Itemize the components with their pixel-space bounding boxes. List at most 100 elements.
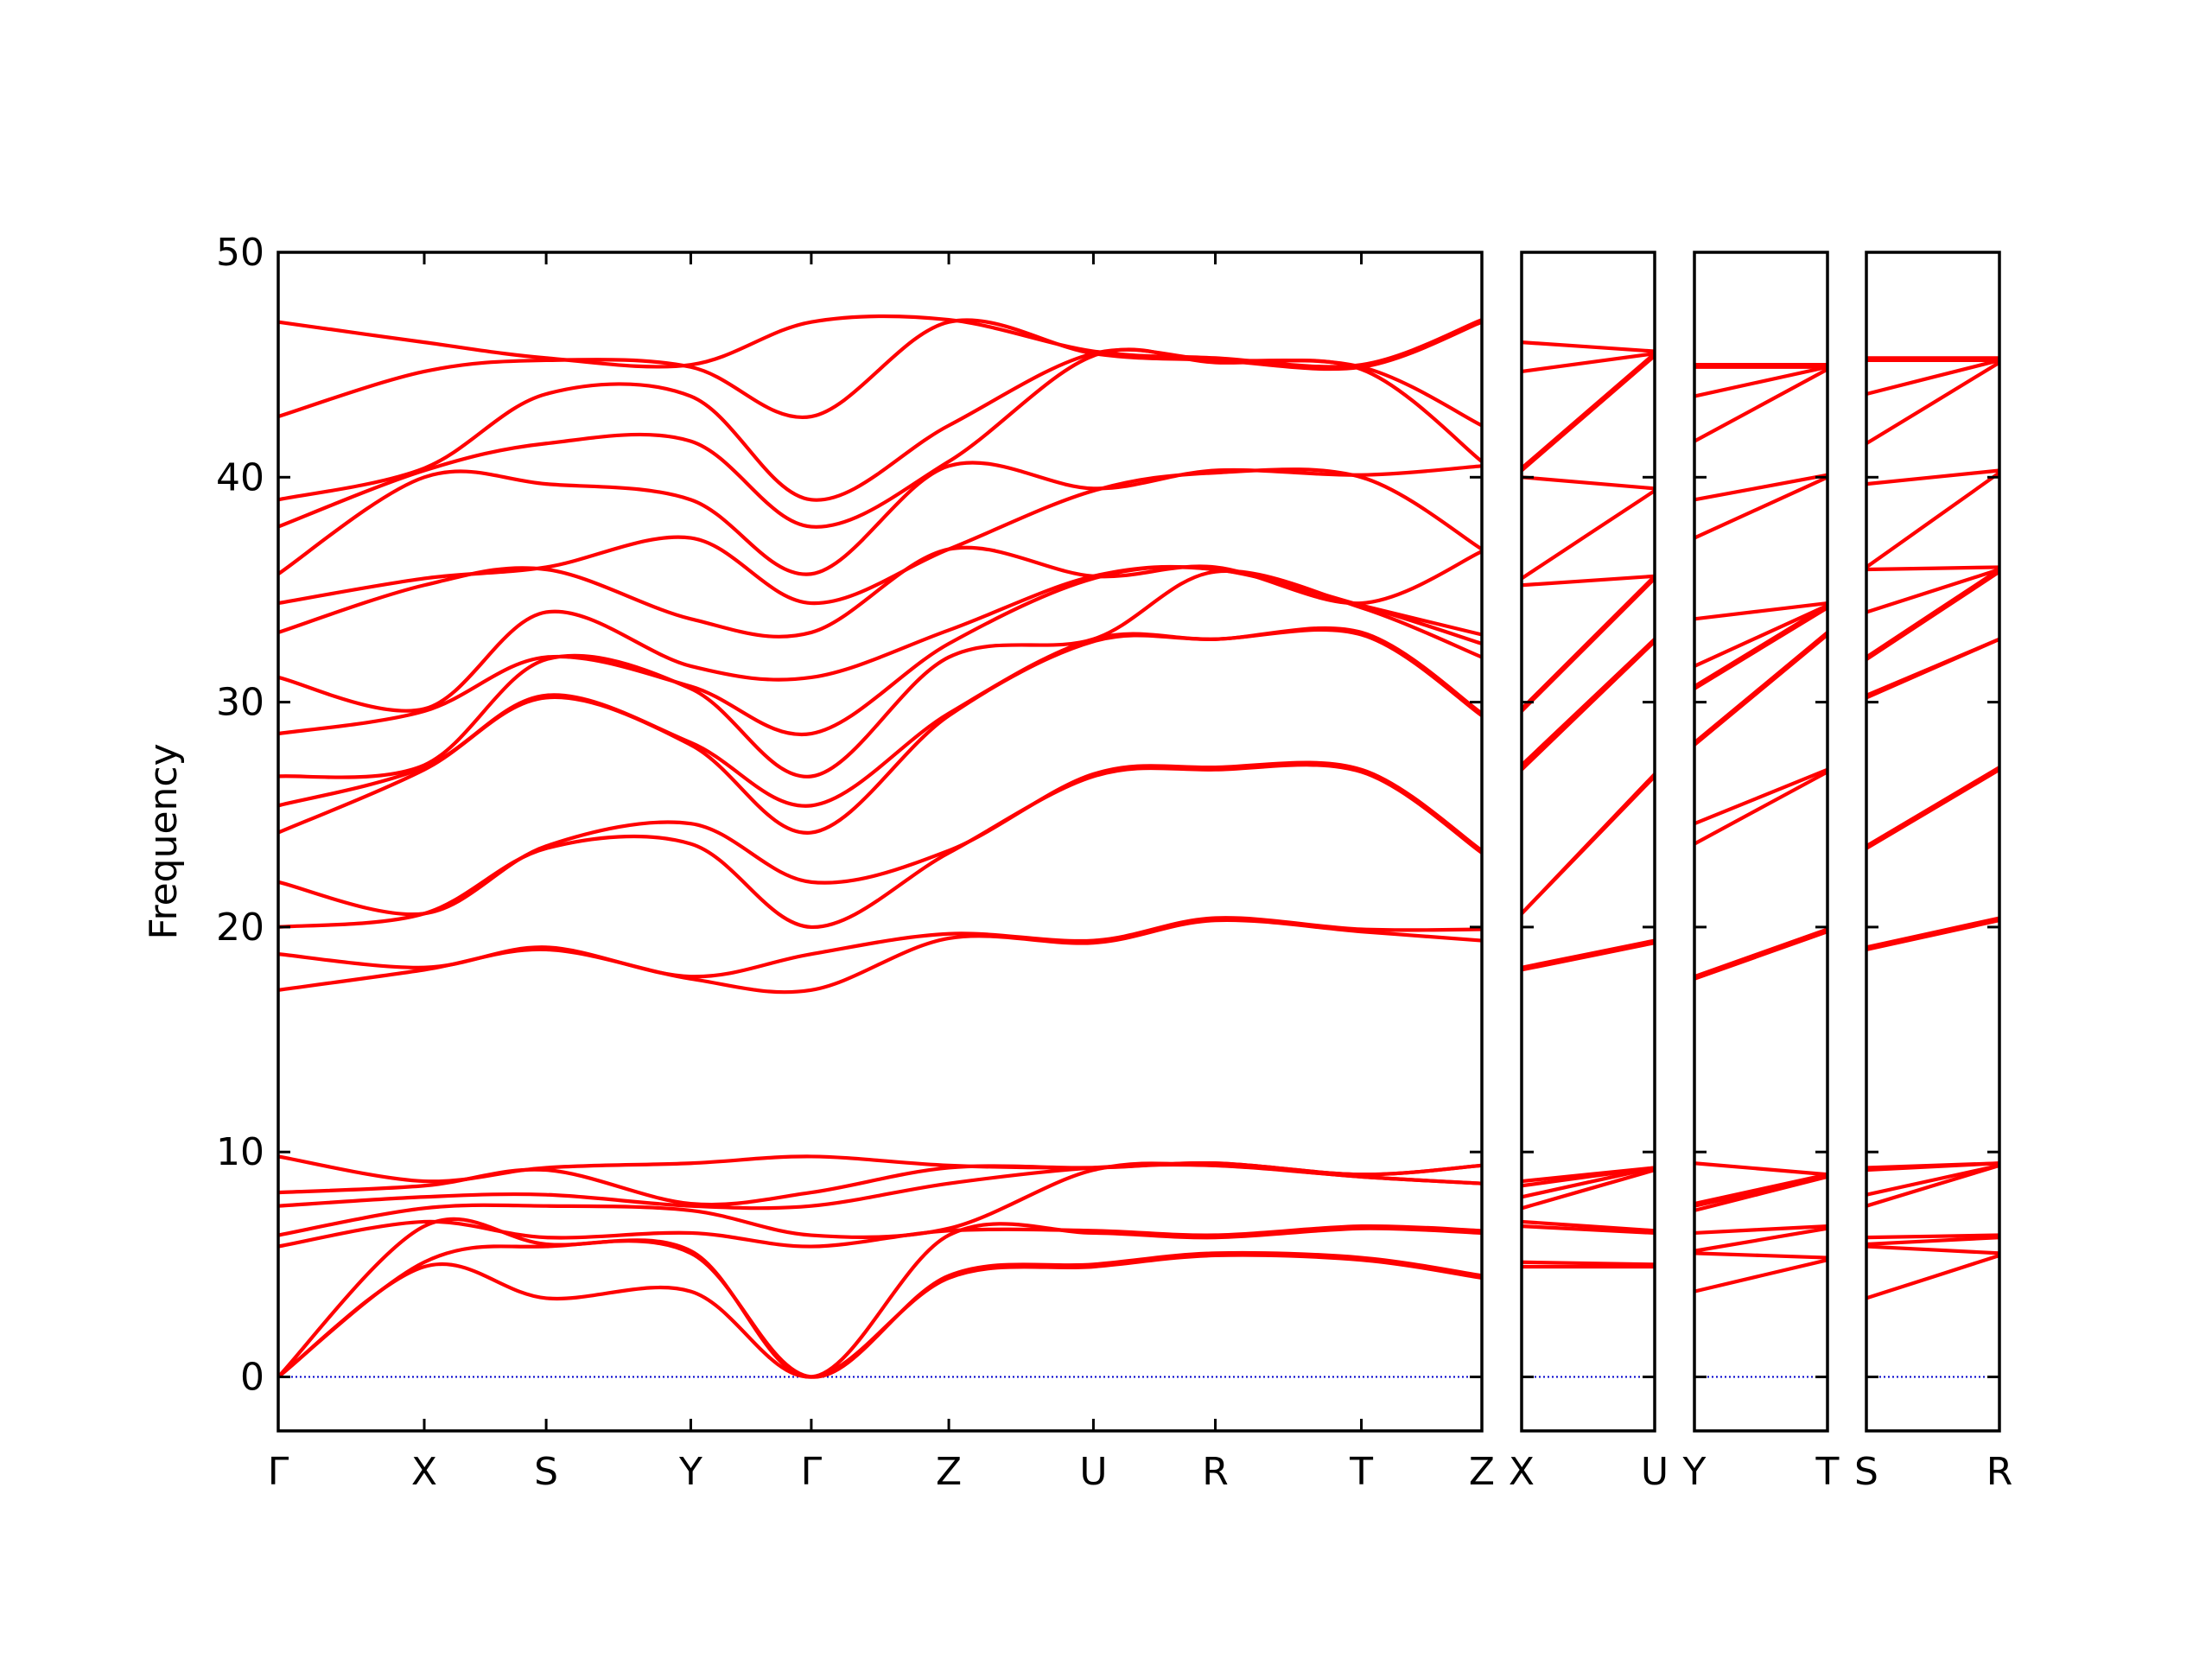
band: [277, 545, 1483, 639]
x-tick-label: Z: [1469, 1450, 1495, 1494]
band: [277, 763, 1484, 930]
band: [1866, 1236, 2000, 1247]
band: [1520, 352, 1656, 470]
plot-frame: [1865, 251, 2001, 1433]
band: [1694, 1224, 1828, 1236]
y-tick-label: 10: [216, 1130, 264, 1174]
band: [1866, 916, 2000, 950]
y-axis-label: Frequency: [142, 743, 186, 939]
band: [277, 627, 1484, 835]
band: [1694, 1173, 1828, 1206]
band: [277, 1161, 1483, 1240]
x-tick-label: S: [534, 1450, 558, 1494]
x-tick-label: U: [1641, 1450, 1669, 1494]
band: [1694, 927, 1828, 979]
plot-frame: [276, 251, 1484, 1433]
band: [1521, 1168, 1656, 1211]
band: [1521, 340, 1656, 353]
band: [276, 1253, 1483, 1379]
band: [1866, 1163, 2000, 1197]
band: [277, 1219, 1483, 1249]
band: [1520, 575, 1656, 710]
x-tick-label: U: [1079, 1450, 1107, 1494]
band: [276, 1239, 1483, 1379]
x-tick-label: Y: [678, 1450, 702, 1494]
band: [1521, 574, 1656, 588]
x-tick-label: X: [411, 1450, 437, 1494]
band: [1694, 1258, 1828, 1294]
band: [1866, 918, 2000, 952]
band: [1694, 1226, 1828, 1253]
x-tick-label: Γ: [268, 1450, 289, 1494]
band: [277, 916, 1483, 979]
band: [1694, 1251, 1828, 1260]
y-tick-label: 40: [216, 455, 264, 499]
band: [1694, 1161, 1828, 1177]
band: [277, 347, 1483, 502]
band: [1521, 1260, 1656, 1267]
band: [1693, 631, 1829, 745]
y-tick-label: 50: [216, 231, 264, 275]
band: [277, 569, 1483, 779]
y-tick-label: 30: [216, 681, 264, 725]
plot-frame: [1520, 251, 1656, 1433]
band: [1865, 767, 2001, 850]
band: [1865, 766, 2001, 849]
band: [1866, 1253, 2000, 1300]
band: [1520, 772, 1656, 915]
band: [1694, 770, 1828, 846]
y-tick-label: 0: [240, 1356, 264, 1400]
y-tick-label: 20: [216, 906, 264, 950]
x-tick-label: S: [1854, 1450, 1878, 1494]
band: [1866, 1233, 2000, 1240]
band: [1694, 930, 1828, 981]
band: [1693, 606, 1829, 690]
band: [1694, 367, 1828, 443]
band: [1521, 1224, 1656, 1236]
x-tick-label: Y: [1682, 1450, 1707, 1494]
panel: 0 10 20 30 40 50 Γ X S Y Γ Z U R T Z Frequency: [142, 231, 1495, 1494]
band: [277, 467, 1484, 606]
band: [1694, 1174, 1828, 1208]
band: [277, 918, 1483, 995]
band: [1866, 637, 2000, 697]
band: [1520, 489, 1656, 581]
band: [1520, 638, 1656, 767]
plot-frame: [1693, 251, 1829, 1433]
x-tick-label: X: [1509, 1450, 1535, 1494]
band: [1521, 941, 1656, 972]
band: [1866, 1161, 2000, 1170]
band: [1866, 358, 2000, 397]
band: [1694, 603, 1828, 668]
band: [1521, 352, 1656, 374]
band: [277, 760, 1484, 917]
band: [1694, 601, 1828, 621]
band: [276, 461, 1483, 576]
x-tick-label: R: [1202, 1450, 1229, 1494]
band: [277, 1154, 1483, 1184]
band: [1865, 471, 2001, 569]
x-tick-label: T: [1815, 1450, 1840, 1494]
band: [277, 626, 1484, 808]
band: [1694, 767, 1828, 826]
band: [1521, 1219, 1656, 1233]
band: [1866, 568, 2000, 614]
band: [1865, 360, 2001, 446]
x-tick-label: Z: [936, 1450, 962, 1494]
band: [1865, 569, 2001, 661]
band: [1694, 365, 1828, 398]
x-tick-label: Γ: [801, 1450, 823, 1494]
band: [1866, 565, 2000, 572]
band: [277, 314, 1483, 369]
band: [1521, 938, 1656, 969]
band: [1521, 475, 1656, 491]
band: [1866, 1244, 2000, 1255]
band: [276, 1217, 1483, 1379]
x-tick-label: R: [1986, 1450, 2013, 1494]
band: [1521, 1166, 1656, 1184]
band: [1866, 468, 2000, 486]
